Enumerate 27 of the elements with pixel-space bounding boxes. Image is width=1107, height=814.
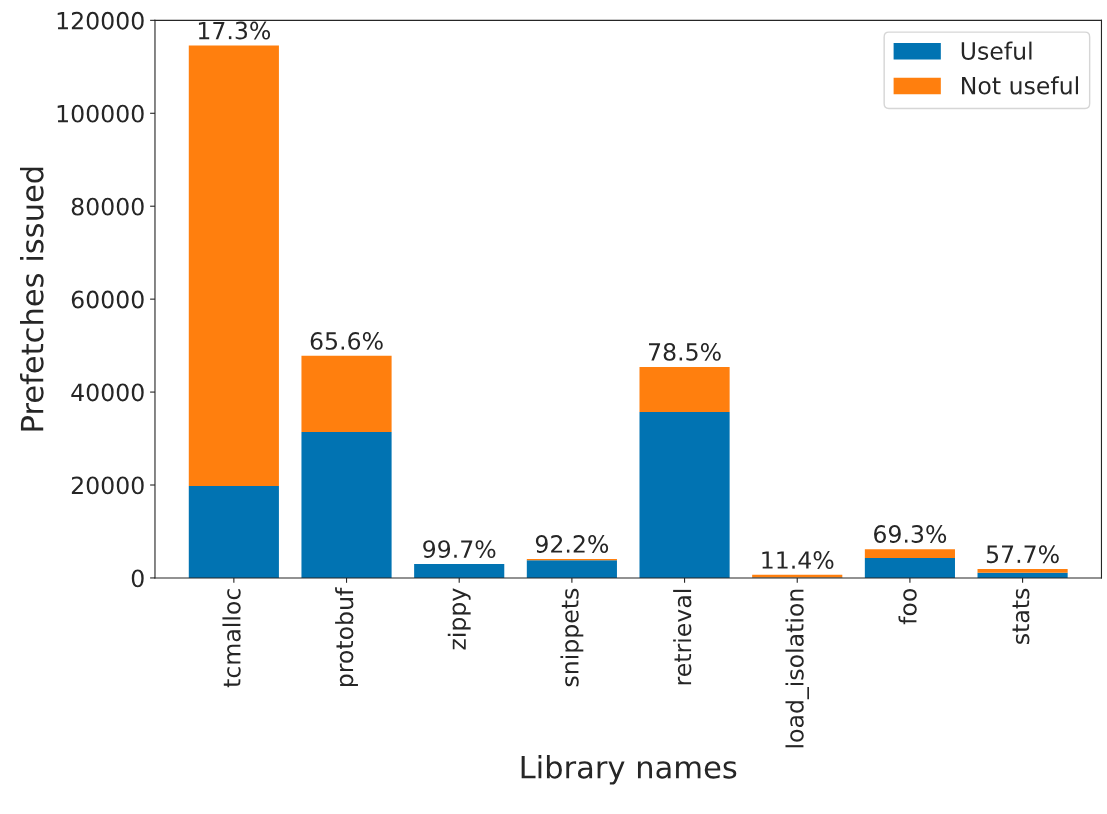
annotation: 57.7% — [986, 545, 1059, 564]
annotation: 69.3% — [874, 525, 947, 543]
x-tick-label: tcmalloc — [222, 589, 241, 688]
x-tick-label: stats — [1012, 588, 1030, 644]
x-tick-label: snippets — [560, 588, 584, 687]
y-tick-label: 20000 — [71, 476, 144, 495]
y-tick-label: 100000 — [57, 104, 144, 123]
annotation: 78.5% — [648, 342, 721, 361]
y-tick-label: 120000 — [57, 11, 144, 30]
legend-label: Useful — [961, 41, 1032, 60]
annotation: 99.7% — [423, 540, 496, 559]
annotation: 11.4% — [762, 551, 834, 569]
annotation: 92.2% — [535, 535, 609, 553]
x-tick-label: zippy — [447, 588, 471, 650]
annotation: 17.3% — [198, 21, 271, 40]
annotation: 65.6% — [310, 332, 383, 350]
x-axis-title: Library names — [521, 755, 737, 785]
x-tick-label: protobuf — [335, 587, 358, 687]
x-tick-label: load_isolation — [785, 589, 809, 748]
y-tick-label: 60000 — [71, 290, 144, 309]
y-tick-label: 80000 — [71, 197, 144, 216]
x-tick-label: retrieval — [673, 589, 692, 685]
legend-label: Not useful — [962, 76, 1078, 95]
y-tick-label: 0 — [131, 569, 144, 588]
y-axis-title: Prefetches issued — [19, 167, 44, 431]
x-tick-label: foo — [898, 588, 917, 625]
y-tick-label: 40000 — [71, 383, 144, 402]
